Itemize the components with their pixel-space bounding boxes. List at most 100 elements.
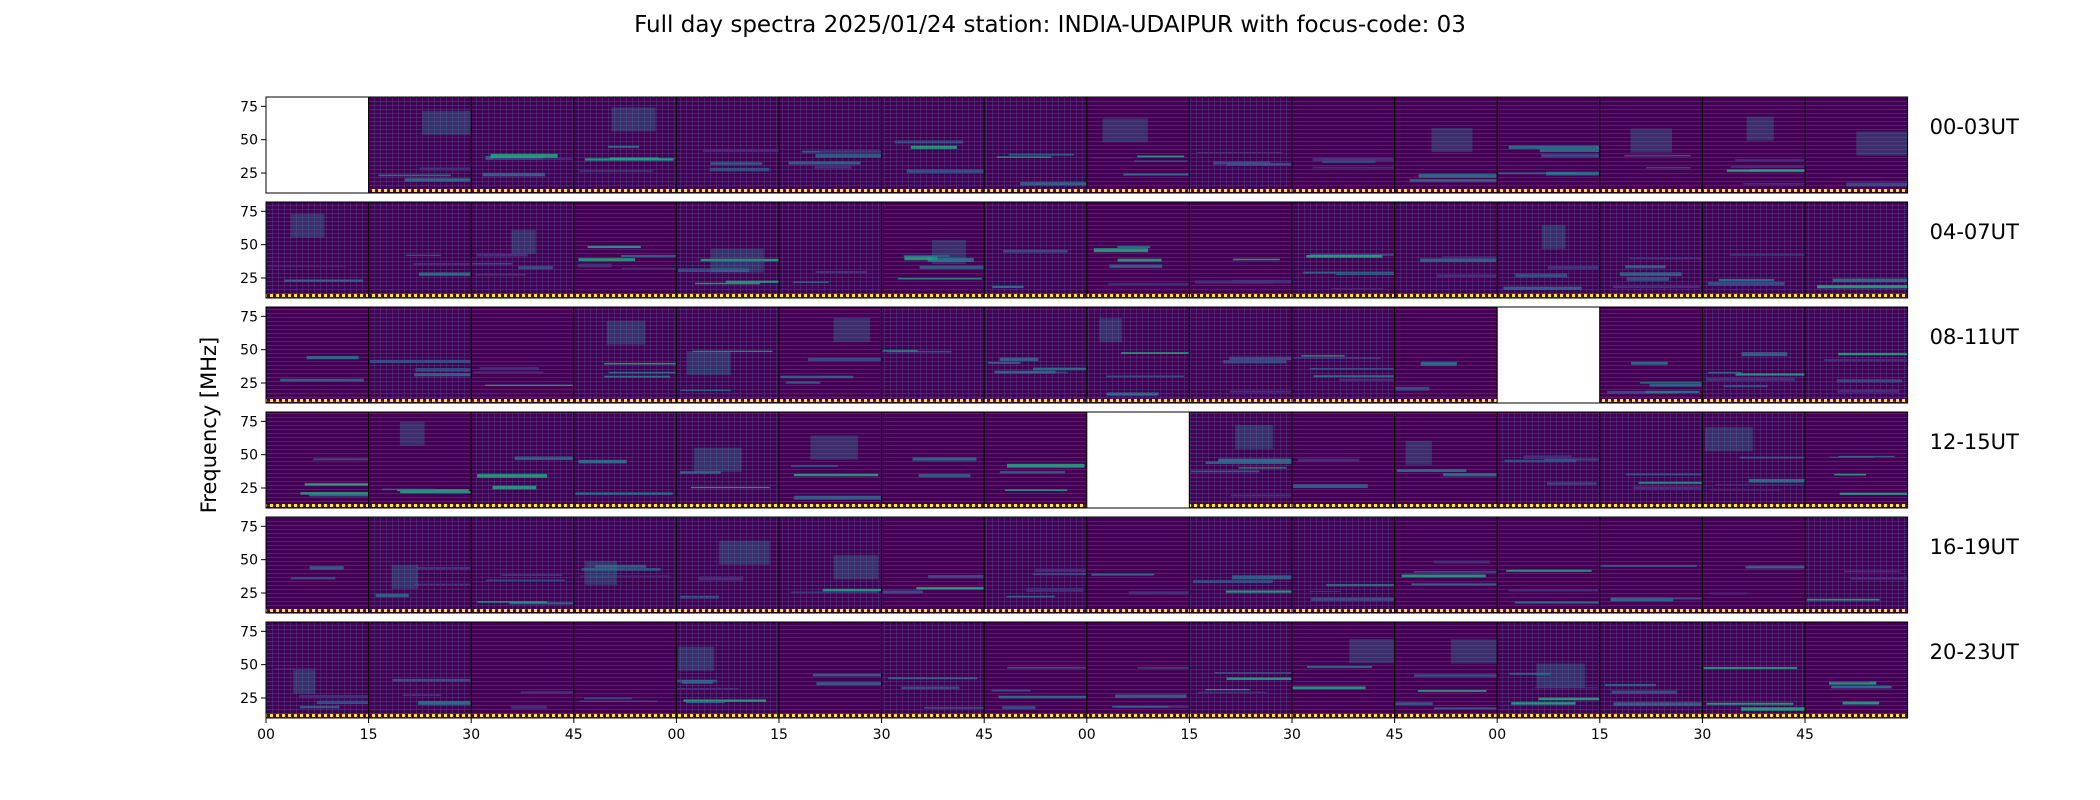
y-tick-label: 75 — [240, 624, 258, 640]
spectrum-panel — [675, 516, 780, 614]
spectrum-panel — [1086, 516, 1190, 614]
x-tick-label: 00 — [1078, 727, 1096, 743]
spectrum-panel — [470, 306, 575, 404]
spectrum-panel — [265, 306, 370, 404]
spectrum-panel — [1394, 411, 1498, 509]
spectra-row-04-07UT — [265, 201, 1909, 299]
spectrum-panel — [881, 306, 985, 404]
spectrum-panel — [675, 96, 780, 194]
spectrum-panel — [983, 621, 1088, 719]
spectra-row-08-11UT — [265, 306, 1909, 404]
y-tick-label: 25 — [240, 376, 258, 392]
spectrum-panel — [573, 306, 677, 404]
spectrum-panel — [1291, 621, 1396, 719]
spectrum-panel — [778, 306, 883, 404]
spectrum-panel — [470, 516, 575, 614]
spectrum-panel — [573, 621, 677, 719]
spectrum-panel — [1188, 621, 1293, 719]
x-tick-label: 00 — [257, 727, 275, 743]
spectrum-panel — [1394, 621, 1498, 719]
spectrum-panel — [1701, 621, 1806, 719]
spectrum-panel — [1394, 96, 1498, 194]
spectrum-panel — [1599, 201, 1703, 299]
spectrum-panel — [470, 96, 575, 194]
x-tick-label: 30 — [1693, 727, 1711, 743]
spectrum-panel — [881, 411, 985, 509]
spectrum-panel — [265, 201, 370, 299]
spectrum-panel — [881, 201, 985, 299]
spectrum-panel — [265, 96, 370, 194]
row-label-00-03UT: 00-03UT — [1930, 115, 2019, 139]
spectrum-panel — [368, 411, 472, 509]
spectrum-panel — [368, 201, 472, 299]
spectrum-panel — [1804, 516, 1909, 614]
spectrum-panel — [1086, 201, 1190, 299]
spectra-row-12-15UT — [265, 411, 1909, 509]
spectrum-panel — [1804, 411, 1909, 509]
spectrum-panel — [983, 96, 1088, 194]
x-tick-label: 15 — [360, 727, 378, 743]
spectrum-panel — [983, 516, 1088, 614]
x-tick-label: 30 — [873, 727, 891, 743]
spectrum-panel — [573, 96, 677, 194]
spectrum-panel — [983, 411, 1088, 509]
spectrum-panel — [881, 621, 985, 719]
y-tick-label: 25 — [240, 166, 258, 182]
y-tick-label: 25 — [240, 481, 258, 497]
x-tick-label: 45 — [1796, 727, 1814, 743]
y-tick-label: 75 — [240, 99, 258, 115]
spectrum-panel — [675, 411, 780, 509]
spectrum-panel — [1496, 516, 1601, 614]
spectrum-panel — [368, 516, 472, 614]
spectrum-panel — [368, 306, 472, 404]
spectrum-panel — [1804, 306, 1909, 404]
y-tick-label: 50 — [240, 238, 258, 254]
spectrum-panel — [1496, 201, 1601, 299]
spectrum-panel — [1599, 306, 1703, 404]
spectrum-panel — [573, 411, 677, 509]
row-label-08-11UT: 08-11UT — [1930, 325, 2019, 349]
row-label-12-15UT: 12-15UT — [1930, 430, 2019, 454]
x-tick-label: 15 — [1180, 727, 1198, 743]
chart-title: Full day spectra 2025/01/24 station: IND… — [634, 12, 1466, 38]
spectrum-panel — [1291, 516, 1396, 614]
spectrum-panel — [881, 516, 985, 614]
spectrum-panel — [573, 516, 677, 614]
spectrum-panel — [1599, 96, 1703, 194]
spectrum-panel — [1394, 201, 1498, 299]
spectrum-panel — [1804, 201, 1909, 299]
y-tick-label: 50 — [240, 448, 258, 464]
spectrum-panel — [1394, 306, 1498, 404]
y-tick-label: 75 — [240, 414, 258, 430]
spectrum-panel — [675, 201, 780, 299]
y-tick-label: 50 — [240, 343, 258, 359]
spectrum-panel — [983, 201, 1088, 299]
y-tick-label: 75 — [240, 519, 258, 535]
spectrum-panel — [265, 411, 370, 509]
spectrum-panel — [1291, 201, 1396, 299]
x-tick-label: 15 — [770, 727, 788, 743]
spectrum-panel — [1701, 411, 1806, 509]
spectrum-panel — [470, 621, 575, 719]
spectrum-panel — [983, 306, 1088, 404]
x-tick-label: 45 — [975, 727, 993, 743]
x-tick-label: 00 — [1488, 727, 1506, 743]
y-tick-label: 50 — [240, 553, 258, 569]
spectrum-panel — [675, 306, 780, 404]
spectrum-panel — [1188, 516, 1293, 614]
y-tick-label: 25 — [240, 271, 258, 287]
spectrum-panel — [778, 411, 883, 509]
x-tick-label: 45 — [565, 727, 583, 743]
spectrum-panel — [1086, 306, 1190, 404]
y-tick-label: 50 — [240, 658, 258, 674]
spectrum-panel — [1496, 411, 1601, 509]
spectrum-panel — [1188, 201, 1293, 299]
spectrum-panel — [1496, 96, 1601, 194]
spectrum-panel — [1086, 96, 1190, 194]
spectrum-panel — [1394, 516, 1498, 614]
y-tick-label: 50 — [240, 133, 258, 149]
spectrum-panel — [470, 201, 575, 299]
spectrum-panel — [265, 621, 370, 719]
spectrum-panel — [1804, 621, 1909, 719]
